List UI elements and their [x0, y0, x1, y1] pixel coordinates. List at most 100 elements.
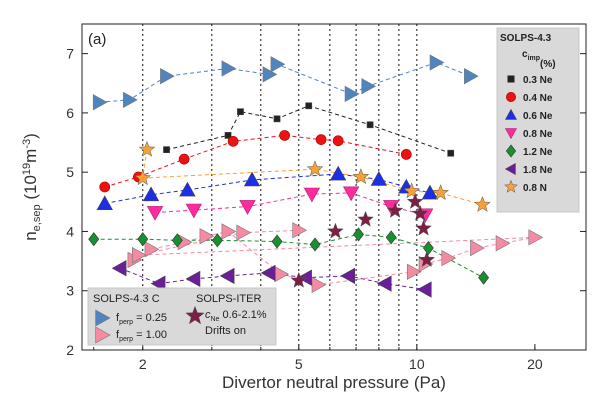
- legend-marker-4: [505, 144, 517, 158]
- point-ne04-5: [315, 134, 327, 145]
- point-ne03-1: [224, 132, 232, 139]
- point-ne18-8: [416, 281, 432, 298]
- y-title-unit-exp: 19: [21, 163, 33, 175]
- point-fperp025-6: [344, 85, 360, 103]
- point-ne04-3: [227, 136, 239, 147]
- point-ne18-5: [297, 269, 312, 286]
- point-ne18-2: [185, 270, 201, 288]
- point-ne18-1: [150, 275, 166, 292]
- y-title-unit-end: ): [21, 133, 40, 139]
- point-ne06-3: [243, 171, 261, 187]
- legend2-iter-line3: Drifts on: [205, 325, 246, 337]
- legend-subtitle-sub: imp: [528, 55, 540, 62]
- point-fperp025-1: [123, 91, 138, 109]
- x-tick-label-5: 5: [295, 356, 303, 372]
- legend-marker-1: [506, 92, 516, 102]
- y-tick-label-6: 6: [66, 105, 74, 121]
- point-ne06-1: [142, 186, 160, 202]
- point-ne12-7: [385, 230, 397, 245]
- point-ne04-7: [400, 149, 412, 160]
- point-fperp100-1: [144, 241, 160, 258]
- point-ne12-8: [422, 241, 434, 256]
- legend2-entry-2-sub: perp: [119, 336, 133, 343]
- point-n08-0: [138, 140, 156, 157]
- point-ne03-3: [273, 115, 281, 123]
- point-n08-6: [474, 195, 491, 212]
- point-fperp100-15: [292, 222, 308, 239]
- legend2-marker-fperp025: [95, 309, 111, 327]
- point-ne12-9: [478, 270, 490, 285]
- y-tick-label-5: 5: [66, 164, 74, 180]
- point-fperp025-4: [262, 66, 278, 83]
- point-ne18-0: [111, 260, 127, 277]
- axes: 2 5 10 20 2 3 4 5 6 7: [66, 46, 586, 372]
- legend2-marker-fperp100: [95, 326, 111, 344]
- point-n08-5: [432, 184, 450, 201]
- legend2-entry-1-rest: = 0.25: [133, 312, 167, 324]
- point-iter-4: [406, 192, 424, 209]
- point-ne03-2: [237, 108, 244, 116]
- legend2-entry-1-text: fperp = 0.25: [116, 312, 167, 326]
- point-iter-7: [418, 251, 436, 268]
- point-ne12-3: [211, 233, 223, 248]
- point-iter-0: [290, 271, 308, 288]
- point-fperp025-2: [160, 68, 175, 85]
- point-fperp100-4: [221, 223, 237, 240]
- x-tick-label-10: 10: [409, 356, 425, 372]
- point-ne03-6: [447, 149, 455, 157]
- point-ne18-3: [219, 267, 235, 285]
- legend-label-4: 1.2 Ne: [523, 147, 553, 158]
- y-tick-label-4: 4: [66, 223, 74, 239]
- legend2-markers: [95, 305, 205, 344]
- point-ne18-7: [376, 275, 392, 292]
- legend2-title: SOLPS-4.3 C: [93, 293, 160, 305]
- x-tick-label-20: 20: [527, 356, 543, 372]
- legend2-entry-1-sub: perp: [119, 319, 133, 326]
- point-fperp100-9: [441, 249, 457, 267]
- point-fperp100-13: [132, 247, 147, 264]
- y-title-unit-post: m: [21, 149, 40, 163]
- y-tick-label-2: 2: [66, 342, 74, 358]
- legend-label-1: 0.4 Ne: [523, 93, 553, 104]
- legend-entries: 0.3 Ne 0.4 Ne 0.6 Ne 0.8 Ne 1.2 Ne 1.8 Ne 0.8 …: [504, 75, 553, 194]
- y-tick-label-3: 3: [66, 283, 74, 299]
- point-iter-6: [415, 219, 432, 236]
- point-ne04-0: [99, 181, 111, 193]
- point-ne08-4: [343, 186, 360, 202]
- point-ne04-4: [279, 130, 290, 141]
- point-ne06-2: [179, 181, 196, 197]
- legend-bottom-left: SOLPS-4.3 C fperp = 0.25 fperp = 1.00 SO…: [87, 287, 277, 346]
- legend-bottom-left-box: [87, 287, 277, 346]
- point-ne12-2: [171, 233, 183, 248]
- legend-marker-6: [504, 179, 518, 193]
- point-ne18-4: [260, 264, 276, 282]
- point-ne03-5: [366, 121, 374, 129]
- point-ne08-0: [146, 206, 164, 221]
- point-ne18-6: [340, 267, 356, 285]
- point-fperp025-3: [221, 60, 237, 77]
- point-iter-5: [411, 204, 429, 221]
- panel-label: (a): [88, 31, 106, 48]
- point-ne06-5: [370, 171, 387, 186]
- legend-top-right: SOLPS-4.3 cimp (%) 0.3 Ne 0.4 Ne 0.6 Ne 0.8…: [496, 27, 580, 213]
- legend2-marker-iter: [185, 305, 205, 325]
- point-fperp100-11: [495, 235, 511, 252]
- point-ne08-2: [239, 200, 256, 215]
- legend2-iter-title: SOLPS-ITER: [196, 293, 261, 305]
- legend-subtitle-end: (%): [540, 59, 556, 70]
- point-ne12-5: [309, 237, 321, 252]
- point-ne03-0: [163, 146, 170, 154]
- point-ne08-1: [185, 203, 203, 219]
- y-title-unit-pre: (10: [21, 175, 40, 204]
- point-ne06-0: [96, 195, 113, 211]
- legend2-iter-main: c: [205, 309, 211, 321]
- legend-marker-5: [504, 162, 516, 176]
- point-ne06-4: [329, 165, 347, 181]
- legend2-entry-2-rest: = 1.00: [133, 329, 167, 341]
- point-ne12-0: [88, 232, 100, 247]
- legend2-entry-2-text: fperp = 1.00: [116, 329, 167, 343]
- legend-title: SOLPS-4.3: [500, 33, 552, 44]
- point-ne12-6: [353, 227, 364, 242]
